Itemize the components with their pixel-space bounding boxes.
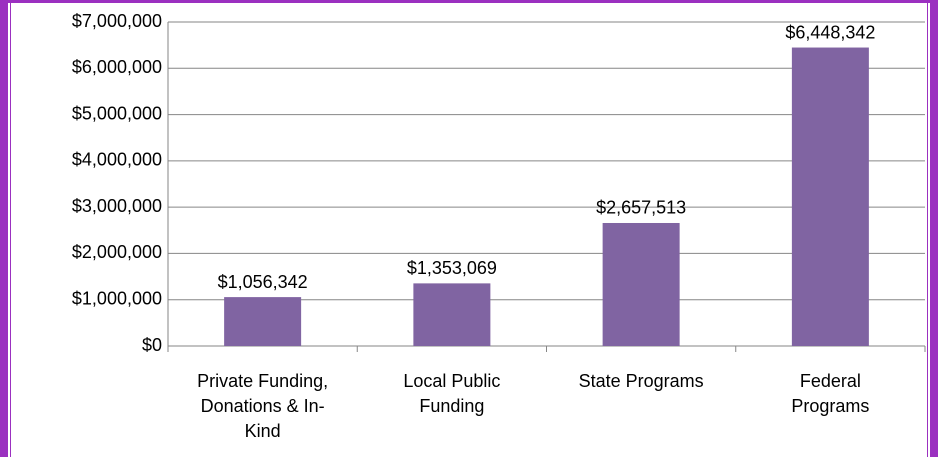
bar xyxy=(224,297,302,346)
y-tick-label: $6,000,000 xyxy=(72,57,162,77)
data-label: $2,657,513 xyxy=(596,198,686,218)
y-tick-label: $4,000,000 xyxy=(72,150,162,170)
x-tick-label: Local Public Funding xyxy=(403,371,501,416)
bar xyxy=(791,47,869,347)
chart-inner-frame xyxy=(10,3,928,457)
y-tick-label: $1,000,000 xyxy=(72,288,162,308)
data-label: $1,056,342 xyxy=(218,272,308,292)
x-tick-label: Federal Programs xyxy=(791,371,870,416)
data-label: $1,353,069 xyxy=(407,258,497,278)
bar xyxy=(602,222,680,346)
y-tick-label: $5,000,000 xyxy=(72,103,162,123)
y-tick-label: $7,000,000 xyxy=(72,11,162,31)
data-label: $6,448,342 xyxy=(785,22,875,42)
y-tick-label: $2,000,000 xyxy=(72,242,162,262)
bar xyxy=(413,283,491,346)
x-tick-label: Private Funding, Donations & In-Kind xyxy=(197,371,329,441)
y-tick-label: $0 xyxy=(142,335,162,355)
y-tick-label: $3,000,000 xyxy=(72,196,162,216)
x-tick-label: State Programs xyxy=(578,371,704,391)
